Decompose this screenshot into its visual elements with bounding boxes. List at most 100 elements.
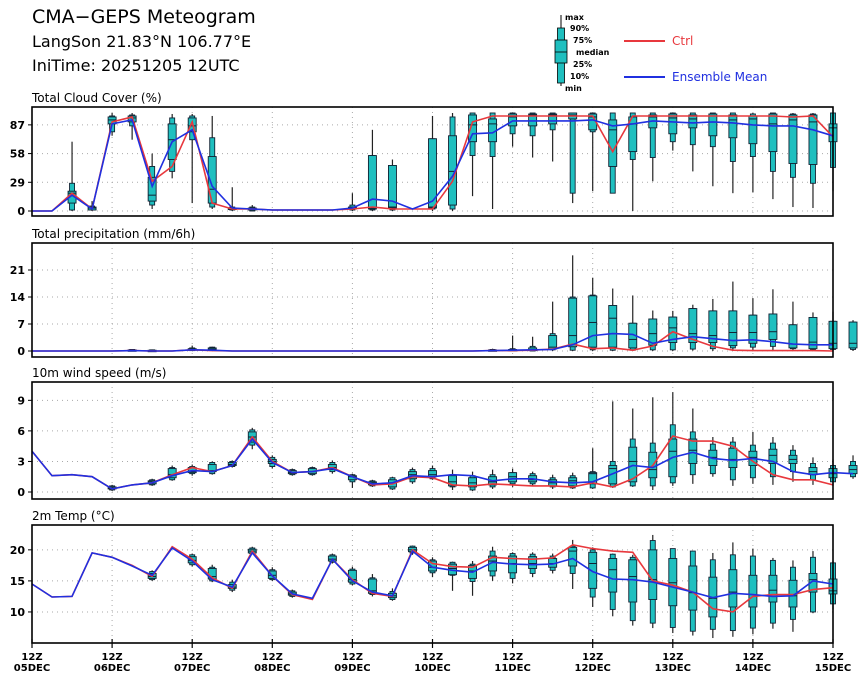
box-27: [568, 255, 578, 351]
panel-cloud-cover: Total Cloud Cover (%) 0 29 58 87: [10, 91, 838, 218]
box-37: [768, 289, 778, 351]
box-inner: [588, 295, 598, 348]
box-28: [588, 547, 598, 607]
box-inner: [748, 574, 758, 608]
box-inner: [628, 559, 638, 603]
x-tick-hour: 12Z: [582, 652, 603, 663]
mean-line: [31, 546, 834, 600]
box-32: [668, 112, 678, 151]
box-20: [428, 465, 437, 480]
legend-p90-label: 90%: [570, 24, 589, 33]
box-inner: [668, 113, 678, 135]
box-inner: [668, 558, 678, 607]
box-inner: [708, 113, 718, 137]
y-tick-label: 21: [10, 264, 25, 277]
y-tick-label: 10: [10, 606, 26, 619]
x-tick-date: 11DEC: [494, 663, 530, 674]
box-inner: [568, 297, 578, 348]
box-28: [588, 112, 598, 192]
x-tick-date: 06DEC: [94, 663, 130, 674]
panel-title: Total Cloud Cover (%): [31, 91, 162, 105]
box-38: [788, 112, 798, 208]
chart-title: CMA−GEPS Meteogram: [32, 6, 256, 28]
y-tick-label: 9: [17, 394, 25, 407]
plot-frame: [31, 242, 834, 358]
box-41: [848, 320, 858, 351]
box-24: [508, 552, 518, 584]
box-inner: [768, 113, 778, 153]
box-inner: [808, 316, 818, 350]
x-tick-hour: 12Z: [262, 652, 283, 663]
box-35: [728, 281, 738, 351]
box-34: [708, 298, 718, 351]
panel-wind-speed: 10m wind speed (m/s) 0 3 6 9: [17, 366, 858, 500]
box-outer: [569, 112, 576, 194]
location-label: LangSon 21.83°N 106.77°E: [32, 32, 252, 51]
x-tick-date: 05DEC: [14, 663, 50, 674]
box-34: [708, 552, 718, 639]
box-29: [608, 553, 618, 617]
box-inner: [468, 477, 477, 488]
plot-frame: [31, 381, 834, 500]
box-35: [728, 112, 738, 194]
box-17: [367, 574, 377, 597]
box-inner: [788, 324, 798, 349]
legend-min-label: min: [565, 84, 582, 93]
box-inner: [448, 475, 457, 487]
y-tick-label: 7: [17, 318, 25, 331]
x-tick-hour: 12Z: [822, 652, 843, 663]
x-tick-date: 13DEC: [655, 663, 691, 674]
x-tick-hour: 12Z: [182, 652, 203, 663]
y-tick-label: 0: [17, 486, 25, 499]
x-tick-hour: 12Z: [21, 652, 42, 663]
y-tick-label: 20: [10, 544, 26, 557]
box-inner: [808, 114, 818, 165]
box-inner: [528, 556, 538, 569]
box-22: [468, 471, 477, 491]
box-30: [628, 554, 638, 626]
legend-mean-label: Ensemble Mean: [672, 70, 767, 84]
box-inner: [428, 560, 437, 572]
legend-box-sample: [554, 15, 568, 86]
box-inner: [608, 558, 618, 593]
legend-max-label: max: [565, 13, 585, 22]
x-tick-hour: 12Z: [102, 652, 123, 663]
box-9: [207, 461, 217, 475]
box-36: [748, 298, 758, 351]
box-9: [207, 115, 217, 210]
x-tick-hour: 12Z: [742, 652, 763, 663]
box-17: [367, 129, 377, 211]
box-inner: [728, 114, 738, 139]
ctrl-line: [32, 115, 834, 212]
y-tick-label: 87: [10, 119, 25, 132]
box-36: [748, 548, 758, 635]
box-inner: [388, 165, 397, 209]
x-tick-date: 15DEC: [815, 663, 851, 674]
legend-ctrl-label: Ctrl: [672, 34, 693, 48]
box-inner: [568, 546, 578, 567]
x-tick-date: 10DEC: [414, 663, 450, 674]
box-inner: [688, 308, 698, 343]
panel-temperature: 2m Temp (°C) 10 15 20: [10, 509, 838, 644]
x-tick-date: 12DEC: [575, 663, 611, 674]
box-inner: [708, 310, 718, 343]
box-37: [768, 557, 778, 629]
box-39: [808, 312, 818, 351]
x-tick-date: 07DEC: [174, 663, 210, 674]
box-inner: [468, 114, 477, 143]
box-35: [728, 437, 738, 486]
box-30: [628, 408, 638, 487]
legend-p25-label: 25%: [573, 60, 592, 69]
legend-median-label: median: [576, 48, 610, 57]
box-inner: [588, 472, 598, 485]
plot-area: [32, 525, 833, 643]
panel-title: 10m wind speed (m/s): [32, 366, 166, 380]
x-tick-hour: 12Z: [422, 652, 443, 663]
y-tick-label: 0: [17, 345, 25, 358]
x-tick-date: 14DEC: [735, 663, 771, 674]
box-inner: [748, 314, 758, 344]
box-inner: [367, 155, 377, 210]
legend-p10-label: 10%: [570, 72, 589, 81]
y-tick-label: 15: [10, 575, 25, 588]
